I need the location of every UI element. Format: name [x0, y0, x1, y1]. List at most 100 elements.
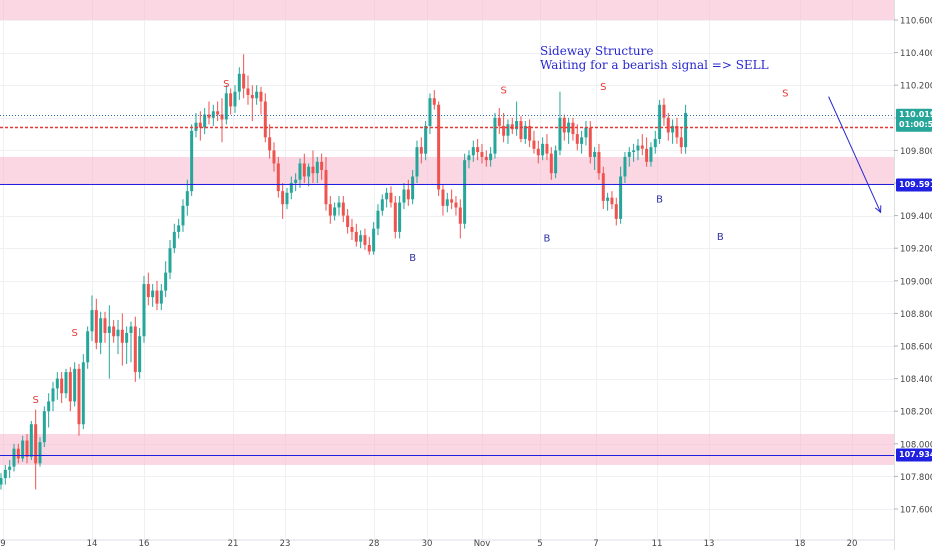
candle-up	[619, 176, 623, 219]
candle-down	[146, 284, 150, 298]
candle-down	[207, 114, 211, 118]
level-tag-upper-text: 109.591	[899, 180, 932, 189]
candle-up	[359, 235, 363, 242]
candle-down	[675, 125, 679, 138]
x-tick-label: 21	[228, 539, 239, 549]
candle-up	[428, 98, 432, 126]
candle-up	[181, 205, 185, 226]
candle-down	[601, 173, 605, 201]
candle-down	[302, 163, 306, 177]
candle-down	[458, 207, 462, 224]
candle-down	[34, 424, 38, 464]
candle-down	[484, 156, 488, 161]
candle-down	[281, 191, 285, 205]
candle-up	[99, 318, 103, 343]
candle-up	[606, 197, 610, 201]
candle-down	[311, 166, 315, 174]
candles	[0, 54, 688, 490]
x-tick-label: 30	[422, 539, 433, 549]
candle-down	[666, 117, 670, 133]
candle-up	[64, 372, 68, 394]
candle-down	[229, 93, 233, 107]
candle-up	[116, 329, 120, 337]
candle-up	[493, 117, 497, 154]
candle-up	[684, 112, 688, 148]
last-price-tag-bg	[896, 108, 932, 132]
projection-arrow-line	[828, 96, 882, 213]
candle-up	[398, 202, 402, 232]
candle-down	[545, 143, 549, 154]
candle-up	[554, 150, 558, 174]
y-tick-label: 110.600	[900, 17, 932, 27]
candle-down	[662, 104, 666, 118]
sell-marker: S	[600, 82, 606, 93]
candle-up	[627, 152, 631, 157]
candle-down	[571, 122, 575, 135]
candle-down	[437, 104, 441, 190]
candle-up	[333, 207, 337, 216]
x-axis: 9 14 16 21 23 28 30 Nov 5 7 11 13 18 20	[0, 539, 857, 549]
candle-up	[125, 332, 129, 343]
x-tick-label: 9	[0, 539, 5, 549]
candle-down	[519, 121, 523, 139]
x-tick-label: 11	[652, 539, 663, 549]
y-tick-label: 107.600	[900, 506, 932, 516]
candle-up	[47, 401, 51, 412]
x-tick-label: 20	[847, 539, 858, 549]
zones	[0, 0, 894, 465]
candle-up	[21, 440, 25, 459]
y-tick-label: 109.400	[900, 212, 932, 222]
candle-up	[73, 368, 77, 402]
markers: S S S B S B S B B S	[32, 79, 788, 406]
candle-up	[237, 73, 241, 92]
candle-down	[497, 117, 501, 126]
candle-down	[476, 147, 480, 153]
candle-down	[389, 192, 393, 203]
candle-down	[393, 202, 397, 232]
sell-marker: S	[223, 79, 229, 90]
buy-marker: B	[409, 253, 416, 264]
x-tick-label: 23	[280, 539, 291, 549]
candle-down	[77, 368, 81, 425]
candle-down	[367, 244, 371, 252]
candle-down	[597, 152, 601, 174]
candle-down	[575, 134, 579, 144]
candle-down	[645, 148, 649, 162]
x-tick-label: 7	[593, 539, 598, 549]
candle-up	[558, 117, 562, 151]
candle-down	[532, 140, 536, 149]
candle-up	[151, 290, 155, 298]
candle-up	[372, 228, 376, 252]
candle-up	[467, 155, 471, 161]
candle-down	[406, 189, 410, 200]
x-tick-label: 13	[704, 539, 715, 549]
candle-up	[506, 124, 510, 136]
candle-down	[350, 227, 354, 232]
levels	[0, 115, 894, 456]
candle-down	[502, 125, 506, 136]
candle-up	[580, 137, 584, 144]
supply-demand-zone	[0, 0, 894, 20]
candle-up	[42, 411, 46, 443]
sell-marker: S	[500, 85, 506, 96]
candle-down	[268, 137, 272, 151]
candle-down	[679, 137, 683, 148]
level-tag-upper-bg	[896, 178, 932, 192]
projection-arrow	[828, 96, 882, 214]
candle-up	[515, 121, 519, 130]
level-tag-lower-text: 107.934	[899, 450, 932, 459]
candle-down	[103, 318, 107, 333]
y-tick-label: 107.800	[900, 473, 932, 483]
candle-down	[549, 153, 553, 174]
candle-down	[250, 94, 254, 99]
candle-down	[155, 290, 159, 304]
candle-up	[385, 192, 389, 200]
candle-up	[142, 284, 146, 337]
supply-demand-zone	[0, 156, 894, 185]
candle-up	[81, 362, 85, 425]
candle-down	[610, 197, 614, 205]
